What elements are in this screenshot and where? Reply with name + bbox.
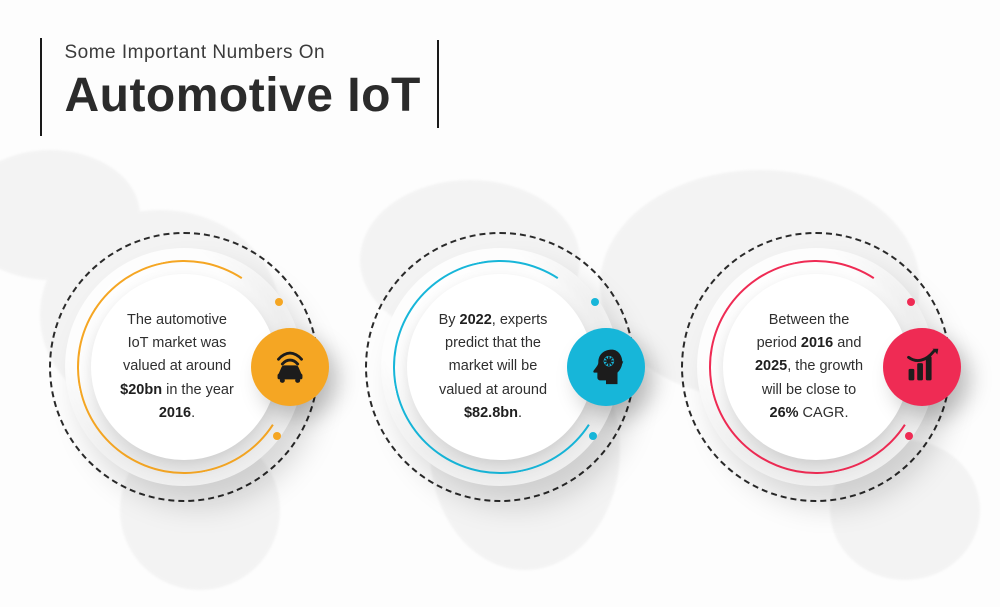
arc-endpoint-dot bbox=[905, 432, 913, 440]
inner-disc: Between the period 2016 and 2025, the gr… bbox=[723, 274, 909, 460]
stat-badge bbox=[251, 328, 329, 406]
stat-description: Between the period 2016 and 2025, the gr… bbox=[749, 309, 869, 425]
header-rule-left bbox=[40, 38, 42, 136]
stats-row: The automotive IoT market was valued at … bbox=[0, 232, 1000, 552]
page-title: Automotive IoT bbox=[64, 68, 438, 123]
stat-2016-valuation: The automotive IoT market was valued at … bbox=[49, 232, 319, 502]
arc-endpoint-dot bbox=[275, 298, 283, 306]
arc-endpoint-dot bbox=[273, 432, 281, 440]
subtitle: Some Important Numbers On bbox=[64, 42, 438, 64]
growth-chart-icon bbox=[899, 342, 945, 393]
stat-cagr: Between the period 2016 and 2025, the gr… bbox=[681, 232, 951, 502]
arc-endpoint-dot bbox=[591, 298, 599, 306]
stat-badge bbox=[883, 328, 961, 406]
stat-badge bbox=[567, 328, 645, 406]
stat-description: By 2022, experts predict that the market… bbox=[433, 309, 553, 425]
header: Some Important Numbers On Automotive IoT bbox=[40, 38, 439, 136]
stat-description: The automotive IoT market was valued at … bbox=[117, 309, 237, 425]
inner-disc: The automotive IoT market was valued at … bbox=[91, 274, 277, 460]
arc-endpoint-dot bbox=[907, 298, 915, 306]
ai-head-icon bbox=[583, 342, 629, 393]
car-wifi-icon bbox=[267, 342, 313, 393]
inner-disc: By 2022, experts predict that the market… bbox=[407, 274, 593, 460]
stat-2022-forecast: By 2022, experts predict that the market… bbox=[365, 232, 635, 502]
arc-endpoint-dot bbox=[589, 432, 597, 440]
